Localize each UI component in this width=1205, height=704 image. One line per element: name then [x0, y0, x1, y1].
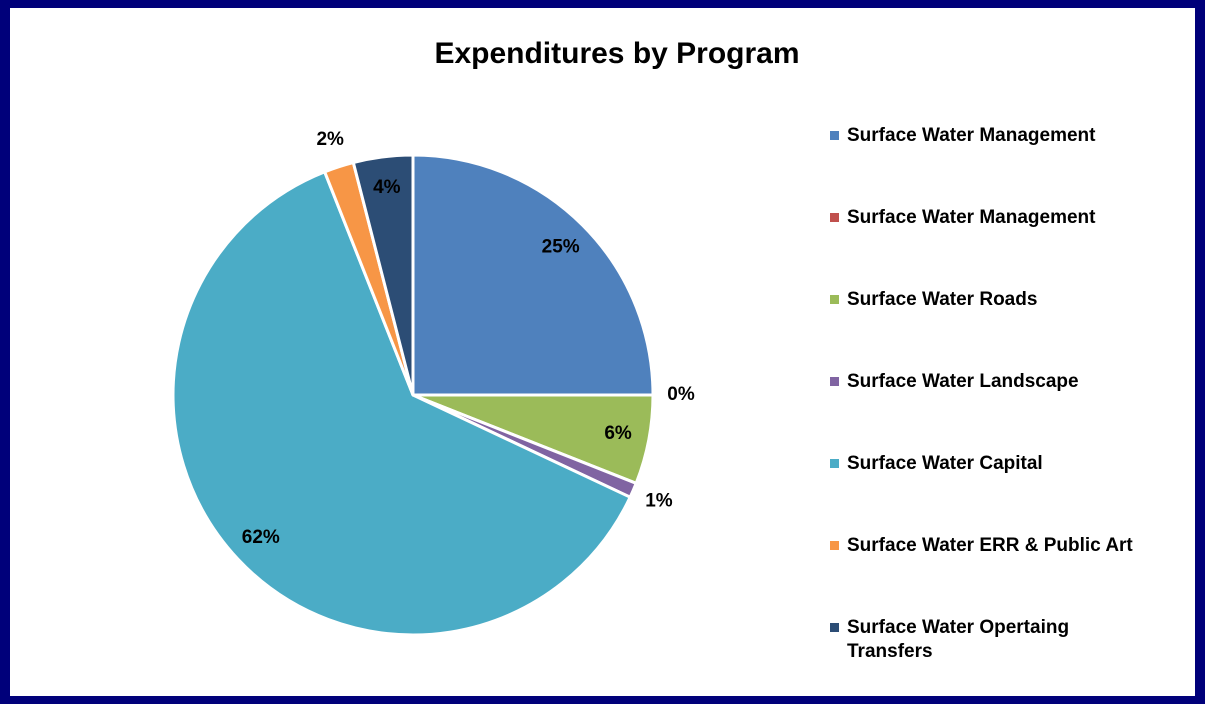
- legend-swatch: [830, 541, 839, 550]
- legend-item: Surface Water Roads: [830, 288, 1147, 312]
- data-label: 4%: [373, 177, 401, 198]
- chart: Expenditures by Program 25% 0% 6% 1% 62% 2% 4%: [171, 37, 800, 637]
- data-label: 1%: [645, 490, 673, 511]
- legend-label: Surface Water Landscape: [847, 371, 1079, 392]
- legend-swatch: [830, 295, 839, 304]
- legend-label: Surface Water Roads: [847, 289, 1038, 310]
- legend-swatch: [830, 377, 839, 386]
- pie-slice: [411, 153, 655, 397]
- data-label: 62%: [242, 527, 280, 548]
- chart-frame: Expenditures by Program 25% 0% 6% 1% 62% 2% 4%…: [10, 8, 1195, 696]
- legend-item: Surface Water Management: [830, 124, 1147, 148]
- data-label: 6%: [604, 423, 632, 444]
- legend-swatch: [830, 213, 839, 222]
- legend-item: Surface Water Opertaing Transfers: [830, 616, 1147, 664]
- data-label: 0%: [667, 384, 695, 405]
- legend-item: Surface Water Capital: [830, 452, 1147, 476]
- legend-item: Surface Water ERR & Public Art: [830, 534, 1147, 558]
- legend-swatch: [830, 131, 839, 140]
- legend-item: Surface Water Management: [830, 206, 1147, 230]
- legend-label: Surface Water Management: [847, 125, 1096, 146]
- legend-item: Surface Water Landscape: [830, 370, 1147, 394]
- pie-slice: [171, 170, 632, 637]
- legend-label: Surface Water ERR & Public Art: [847, 535, 1133, 556]
- legend-label: Surface Water Opertaing Transfers: [847, 617, 1070, 662]
- legend-label: Surface Water Management: [847, 207, 1096, 228]
- legend-label: Surface Water Capital: [847, 453, 1043, 474]
- data-label: 2%: [316, 129, 344, 150]
- chart-title: Expenditures by Program: [434, 37, 799, 70]
- legend-swatch: [830, 623, 839, 632]
- pie-slice: [351, 153, 415, 397]
- data-label: 25%: [542, 236, 580, 257]
- legend-swatch: [830, 459, 839, 468]
